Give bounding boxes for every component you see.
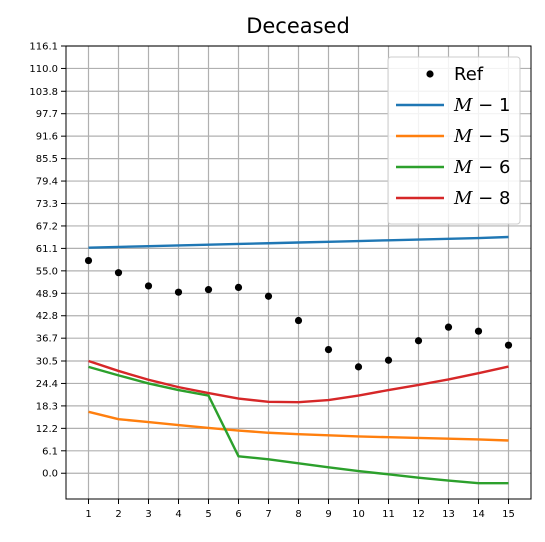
x-tick-label: 12 bbox=[412, 509, 425, 520]
legend-marker bbox=[426, 70, 434, 78]
legend-label-suffix: − 5 bbox=[472, 126, 510, 147]
data-point bbox=[264, 292, 273, 300]
y-axis: 0.0 6.1 12.2 18.3 24.4 30.5 36.7 42.8 48.9 55.0 61… bbox=[29, 42, 66, 480]
data-point bbox=[114, 269, 123, 277]
y-tick-label: 116.1 bbox=[29, 42, 58, 53]
data-point bbox=[444, 323, 453, 331]
y-tick-label: 97.7 bbox=[36, 109, 58, 120]
y-tick-label: 18.3 bbox=[36, 401, 58, 412]
data-point bbox=[294, 316, 303, 325]
y-tick-label: 79.4 bbox=[36, 177, 58, 188]
y-tick-label: 12.2 bbox=[36, 424, 58, 435]
legend-label-suffix: − 8 bbox=[472, 188, 510, 209]
legend-label: M − 5 bbox=[453, 126, 510, 147]
y-tick-label: 6.1 bbox=[42, 446, 58, 457]
data-point bbox=[204, 286, 213, 294]
legend-label: Ref bbox=[454, 64, 484, 85]
y-tick-label: 91.6 bbox=[36, 132, 58, 143]
data-point bbox=[84, 256, 93, 265]
data-point bbox=[324, 345, 333, 354]
data-point bbox=[504, 341, 513, 349]
legend-item: M − 6 bbox=[396, 157, 510, 178]
x-tick-label: 4 bbox=[175, 509, 181, 520]
x-tick-label: 2 bbox=[115, 509, 121, 520]
data-point bbox=[234, 283, 243, 292]
y-tick-label: 0.0 bbox=[42, 469, 58, 480]
legend-label: M − 8 bbox=[453, 188, 510, 209]
y-tick-label: 30.5 bbox=[36, 357, 58, 368]
x-tick-label: 7 bbox=[265, 509, 271, 520]
x-tick-label: 15 bbox=[502, 509, 515, 520]
y-tick-label: 42.8 bbox=[36, 311, 58, 322]
series-m-6 bbox=[88, 365, 509, 485]
series-line bbox=[88, 410, 509, 442]
x-tick-label: 8 bbox=[295, 509, 301, 520]
x-tick-label: 1 bbox=[85, 509, 91, 520]
y-tick-label: 103.8 bbox=[29, 87, 58, 98]
series-layer bbox=[84, 235, 513, 485]
x-tick-label: 3 bbox=[145, 509, 151, 520]
legend-label-suffix: − 1 bbox=[472, 95, 510, 116]
series-line bbox=[88, 359, 509, 404]
y-tick-label: 73.3 bbox=[36, 199, 58, 210]
legend-box bbox=[387, 56, 521, 225]
x-axis: 1 2 3 4 5 6 7 8 9 10 11 12 13 14 15 bbox=[85, 499, 515, 520]
legend-label-symbol: M bbox=[453, 157, 473, 178]
legend-item: M − 5 bbox=[396, 126, 510, 147]
chart-title: Deceased bbox=[246, 14, 350, 38]
x-tick-label: 11 bbox=[382, 509, 395, 520]
series-line bbox=[88, 365, 509, 485]
series-m-1 bbox=[88, 235, 509, 249]
data-point bbox=[174, 288, 183, 296]
legend-item: M − 8 bbox=[396, 188, 510, 209]
data-point bbox=[144, 282, 153, 290]
y-tick-label: 36.7 bbox=[36, 334, 58, 345]
x-tick-label: 10 bbox=[352, 509, 365, 520]
x-tick-label: 6 bbox=[235, 509, 241, 520]
legend-label-symbol: M bbox=[453, 188, 473, 209]
data-point bbox=[354, 363, 363, 371]
legend-label: M − 1 bbox=[453, 95, 510, 116]
series-ref bbox=[84, 256, 513, 371]
y-tick-label: 24.4 bbox=[36, 379, 58, 390]
data-point bbox=[414, 337, 423, 345]
plot-frame bbox=[65, 45, 532, 500]
x-tick-label: 14 bbox=[472, 509, 485, 520]
x-tick-label: 9 bbox=[325, 509, 331, 520]
series-m-8 bbox=[88, 359, 509, 404]
legend-item: Ref bbox=[426, 64, 484, 85]
legend-label-suffix: − 6 bbox=[472, 157, 510, 178]
y-tick-label: 110.0 bbox=[29, 64, 58, 75]
legend-label-symbol: M bbox=[453, 95, 473, 116]
series-line bbox=[88, 235, 509, 249]
y-tick-label: 48.9 bbox=[36, 289, 58, 300]
y-tick-label: 61.1 bbox=[36, 244, 58, 255]
legend-label-symbol: M bbox=[453, 126, 473, 147]
x-tick-label: 13 bbox=[442, 509, 455, 520]
data-point bbox=[474, 327, 483, 335]
legend-item: M − 1 bbox=[396, 95, 510, 116]
y-tick-label: 55.0 bbox=[36, 266, 58, 277]
series-m-5 bbox=[88, 410, 509, 442]
y-tick-label: 67.2 bbox=[36, 221, 58, 232]
x-tick-label: 5 bbox=[205, 509, 211, 520]
data-point bbox=[384, 356, 393, 364]
legend-label: M − 6 bbox=[453, 157, 510, 178]
y-tick-label: 85.5 bbox=[36, 154, 58, 165]
